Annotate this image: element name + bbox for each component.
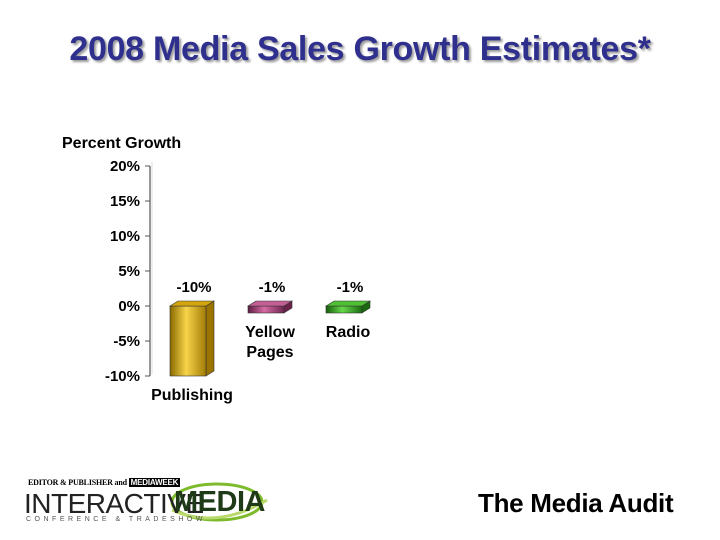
logo-media-text: MEDIA [174,486,265,518]
y-tick-label: 10% [110,228,140,245]
y-axis-label: Percent Growth [62,135,181,152]
y-tick-label: 0% [118,298,140,315]
slide-title: 2008 Media Sales Growth Estimates* [69,30,651,68]
bar-top [168,300,216,307]
category-label: Pages [246,344,293,361]
logo-tagline: CONFERENCE & TRADESHOW [26,516,206,523]
data-label: -1% [337,279,364,296]
bar-top [324,300,372,307]
bar-front [325,305,363,314]
y-tick-label: -5% [113,333,140,350]
y-tick-label: 20% [110,158,140,175]
category-label: Radio [326,324,371,341]
bar-front [169,305,207,377]
bar-top [246,300,294,307]
bar-radio [324,300,372,314]
interactive-media-logo-swoosh [170,482,268,522]
logo-interactive-text: INTERACTIVE [24,488,204,519]
y-tick-label: 5% [118,263,140,280]
editor-publisher-logo: EDITOR & PUBLISHER and MEDIAWEEK [28,478,181,487]
category-label: Yellow [245,324,295,341]
bar-side [205,300,215,377]
bar-yellow-pages [246,300,294,314]
bar-publishing [168,300,216,377]
data-label: -10% [176,279,211,296]
y-tick-label: -10% [105,368,140,385]
category-label: Publishing [151,387,233,404]
source-label: The Media Audit [478,488,674,518]
bar-front [247,305,285,314]
data-label: -1% [259,279,286,296]
y-tick-label: 15% [110,193,140,210]
